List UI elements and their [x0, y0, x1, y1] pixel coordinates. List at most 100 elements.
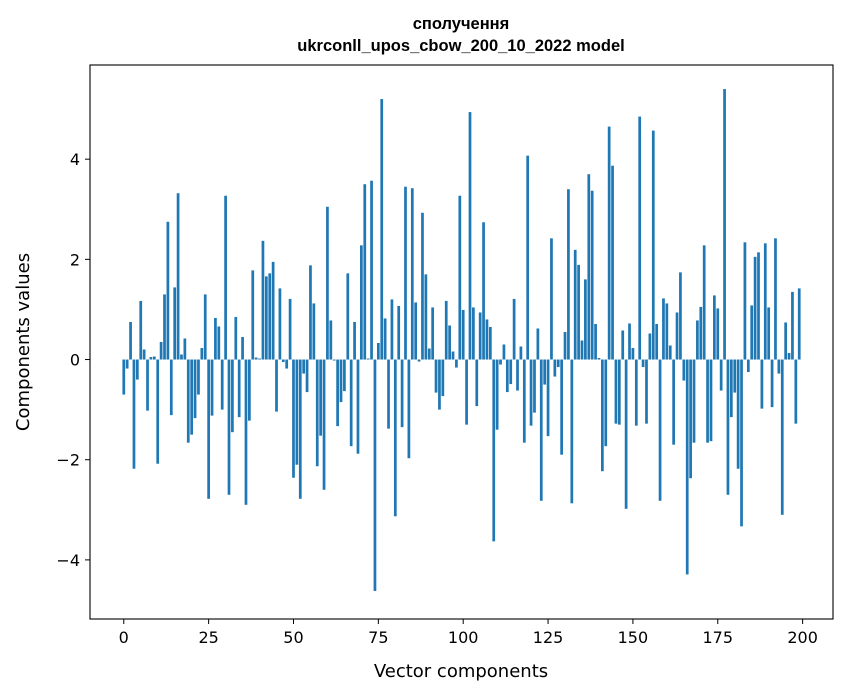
chart-title: сполучення — [413, 15, 510, 33]
bar — [370, 180, 373, 360]
bar — [207, 359, 210, 499]
bar — [573, 249, 577, 360]
bar — [461, 309, 465, 360]
x-tick-label: 100 — [448, 628, 479, 647]
bar — [183, 338, 187, 360]
bar — [787, 353, 791, 360]
bar — [696, 320, 699, 360]
bar — [349, 359, 353, 447]
bar — [336, 359, 339, 427]
bar — [702, 245, 706, 360]
bar — [485, 319, 489, 360]
bar — [784, 322, 788, 360]
bar — [580, 340, 584, 360]
bar — [373, 359, 377, 591]
bar — [682, 359, 686, 381]
chart-subtitle: ukrconll_upos_cbow_200_10_2022 model — [297, 37, 624, 55]
bar — [139, 300, 143, 360]
bar — [648, 333, 652, 360]
bar — [631, 348, 635, 360]
bar — [760, 359, 764, 409]
bar — [305, 359, 309, 393]
bar — [315, 359, 319, 467]
bar — [135, 359, 139, 380]
bar — [149, 357, 153, 360]
bar — [125, 359, 129, 369]
bar — [750, 305, 754, 360]
bar — [292, 359, 295, 478]
bar — [414, 302, 418, 360]
bar — [763, 243, 767, 360]
bar — [743, 242, 747, 360]
bar — [624, 359, 628, 509]
bar — [601, 359, 604, 472]
bar — [339, 359, 343, 403]
bar — [214, 317, 217, 360]
bar — [180, 354, 183, 360]
x-tick-label: 125 — [533, 628, 564, 647]
bar — [675, 312, 679, 360]
bar — [505, 359, 509, 393]
bar — [343, 359, 346, 392]
y-axis-label: Components values — [13, 253, 34, 431]
bar — [794, 359, 798, 424]
bar — [360, 245, 363, 360]
bar — [472, 307, 475, 360]
bar — [434, 359, 438, 393]
bar — [146, 359, 149, 411]
bar — [634, 359, 638, 426]
bar — [546, 359, 550, 437]
bar — [512, 298, 516, 360]
x-tick-label: 200 — [787, 628, 818, 647]
bar — [404, 186, 407, 360]
bar — [685, 359, 689, 575]
x-tick-label: 25 — [198, 628, 218, 647]
bar — [522, 359, 526, 443]
bar — [651, 130, 655, 360]
bar — [122, 359, 126, 395]
bar — [251, 270, 255, 360]
bar — [655, 323, 659, 360]
bar — [797, 288, 801, 360]
bar — [529, 359, 533, 426]
bar — [665, 303, 669, 360]
bar — [723, 89, 726, 360]
bar — [410, 188, 414, 360]
plot-area-frame — [89, 64, 834, 620]
y-tick-label: 4 — [70, 150, 80, 169]
bar — [617, 359, 621, 425]
bar — [380, 99, 384, 360]
bar — [363, 184, 367, 360]
bar — [716, 308, 720, 360]
bar — [407, 359, 411, 459]
bar — [560, 359, 563, 455]
bar — [604, 359, 608, 447]
bar — [780, 359, 784, 515]
bar — [563, 331, 567, 360]
bar — [152, 356, 156, 360]
bar — [441, 359, 445, 397]
bar — [729, 359, 733, 418]
bar — [356, 359, 360, 454]
bar — [448, 325, 451, 360]
bar — [482, 222, 485, 360]
bar — [662, 298, 665, 360]
bar — [268, 273, 272, 360]
bar-series — [122, 89, 801, 591]
bar — [692, 359, 696, 443]
bar — [312, 303, 316, 360]
bar — [421, 212, 424, 360]
bar — [658, 359, 662, 501]
bar — [298, 359, 302, 499]
x-tick-label: 75 — [368, 628, 388, 647]
bar — [777, 359, 781, 374]
bar — [302, 359, 306, 374]
bar — [169, 359, 173, 416]
bar — [590, 190, 594, 360]
bar — [217, 326, 221, 360]
bar — [424, 274, 428, 360]
bar — [322, 359, 326, 490]
bar — [567, 189, 570, 360]
bar — [444, 300, 448, 360]
bar — [502, 344, 506, 360]
